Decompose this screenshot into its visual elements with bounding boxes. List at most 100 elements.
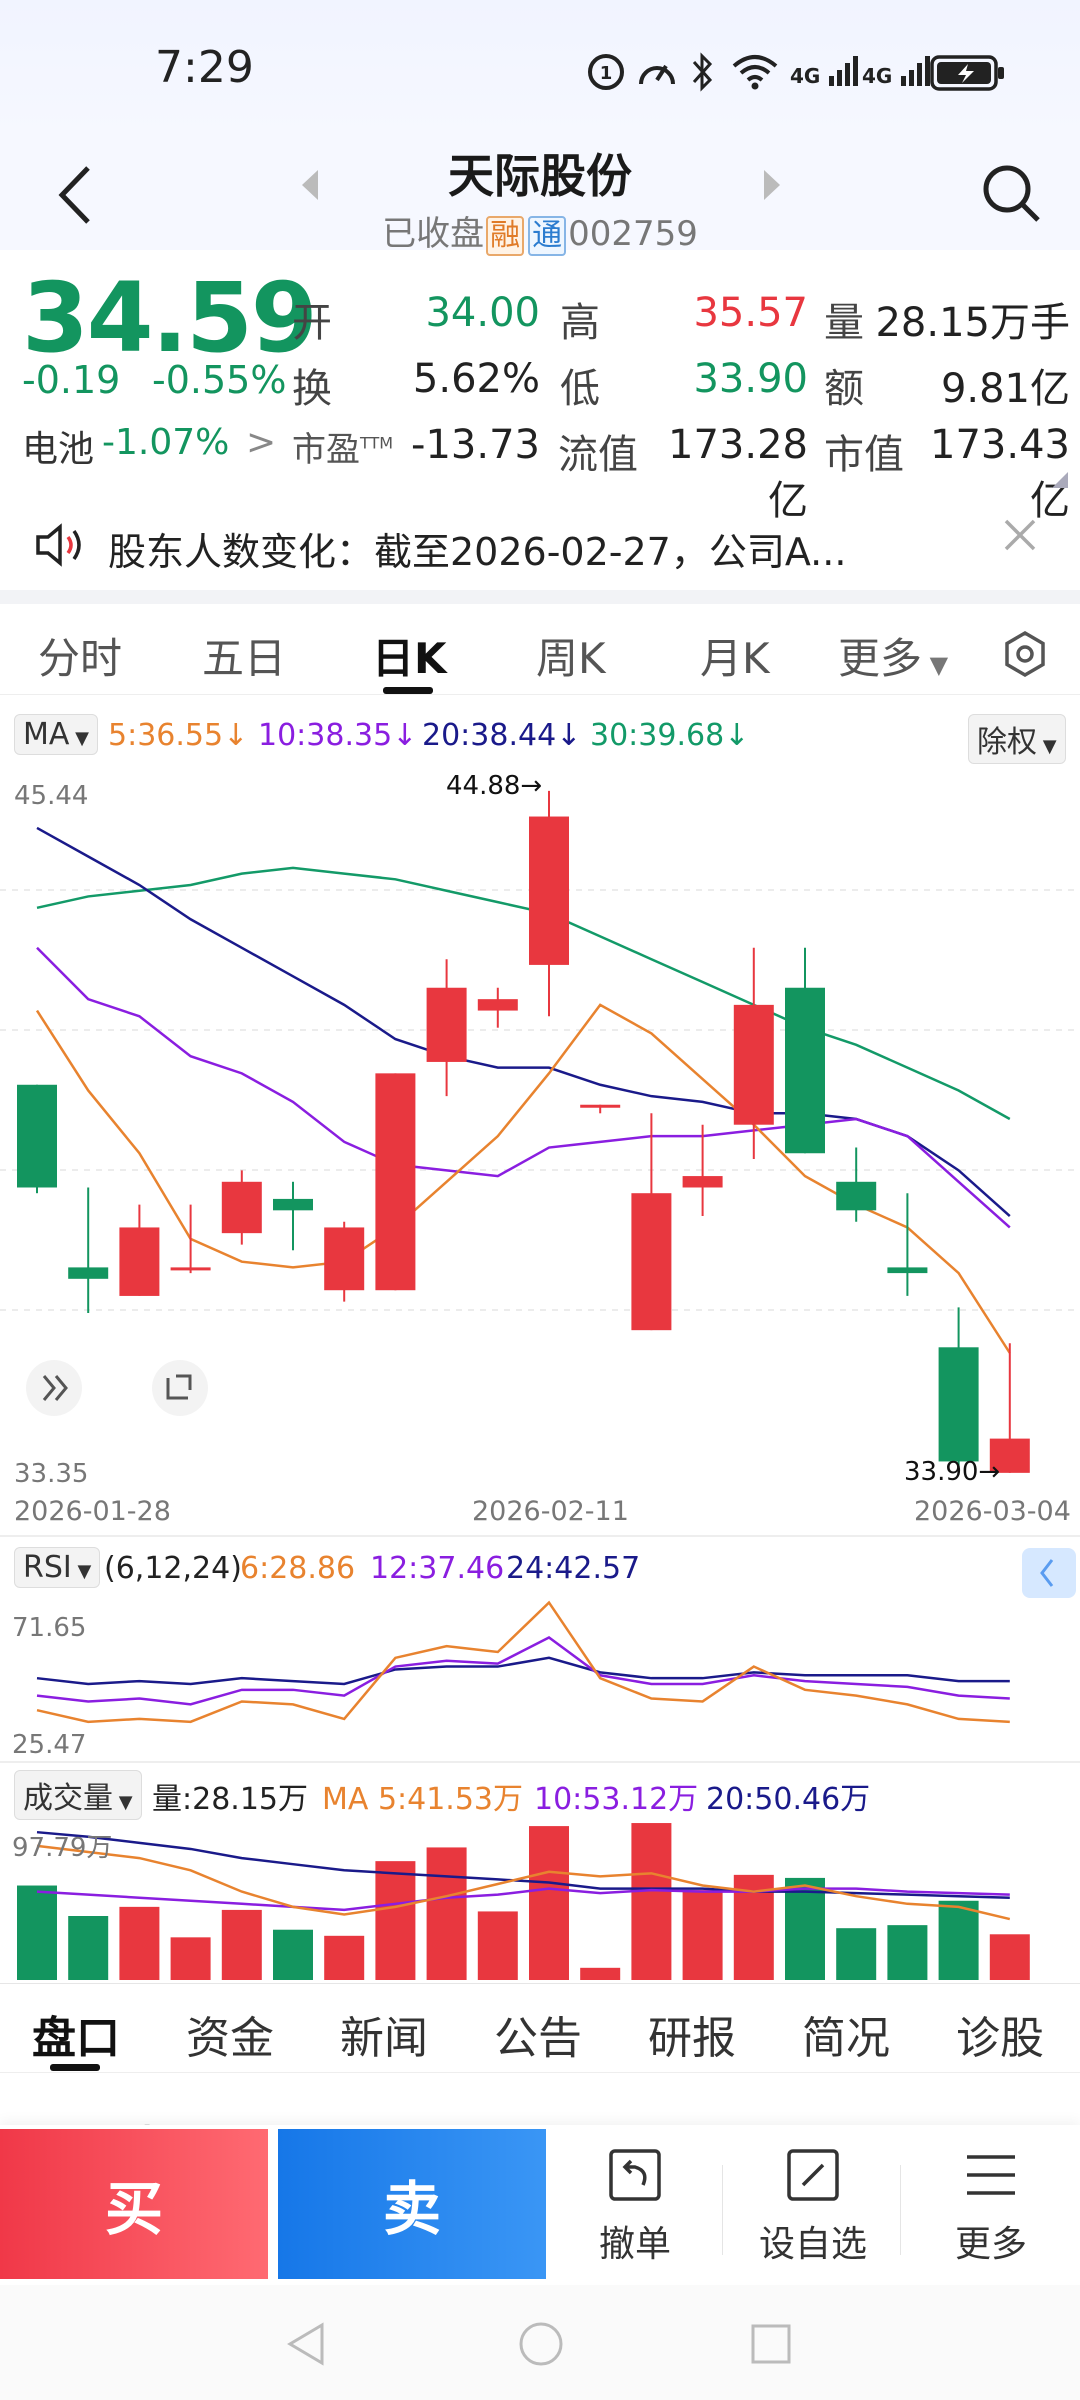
speaker-icon <box>34 521 86 573</box>
sector-chevron-icon: > <box>246 422 277 463</box>
battery-icon <box>930 54 1006 94</box>
volume-bar <box>989 1934 1030 1980</box>
rsi24-value: 24:42.57 <box>506 1551 641 1586</box>
notice-bar[interactable]: 股东人数变化：截至2026-02-27，公司A... <box>0 505 1080 585</box>
tab-profile[interactable]: 简况 <box>802 2013 890 2064</box>
nav-recents-icon[interactable] <box>746 2319 796 2373</box>
volume-bar <box>17 1885 57 1980</box>
candle-body <box>682 1176 723 1188</box>
amount-value: 9.81亿 <box>940 366 1070 412</box>
amount-label: 额 <box>824 366 864 412</box>
open-label: 开 <box>292 300 332 346</box>
ma-lines <box>35 826 1011 1354</box>
back-button[interactable] <box>50 160 110 230</box>
tab-research[interactable]: 研报 <box>648 2013 736 2064</box>
chart-settings-icon[interactable] <box>1000 629 1050 683</box>
status-bar: 7:29 1 4G 4G <box>0 0 1080 140</box>
expand-corner-icon[interactable] <box>1052 472 1068 488</box>
tab-monthly-k[interactable]: 月K <box>700 634 770 683</box>
candle-body <box>989 1438 1030 1473</box>
float-cap-value: 173.28亿 <box>668 422 808 524</box>
search-button[interactable] <box>976 158 1046 228</box>
ma-legend: MA ▼ 5:36.55↓ 10:38.35↓ 20:38.44↓ 30:39.… <box>0 712 1080 764</box>
rsi-legend: RSI ▼ (6,12,24) 6:28.86 12:37.46 24:42.5… <box>0 1545 1080 1595</box>
candle-body <box>324 1227 365 1291</box>
rsi6-line <box>36 1600 1010 1724</box>
collapse-panel-button[interactable] <box>1022 1548 1076 1598</box>
more-actions-button[interactable]: 更多 <box>906 2145 1076 2267</box>
indicator-selector-ma[interactable]: MA ▼ <box>14 714 98 755</box>
section-divider <box>0 590 1080 604</box>
indicator-selector-rsi[interactable]: RSI ▼ <box>14 1547 101 1588</box>
signal-2-icon: 4G <box>862 54 933 94</box>
kline-chart[interactable]: 45.44 33.35 44.88→ 33.90→ 2026-01-28 202… <box>0 770 1080 1980</box>
trade-action-bar: 买 卖 撤单 设自选 更多 <box>0 2125 1080 2285</box>
rsi12-line <box>36 1635 1010 1706</box>
stock-subtitle: 已收盘融通 002759 <box>0 206 1080 256</box>
vol_ma10-line <box>36 1887 1010 1912</box>
adjust-selector[interactable]: 除权 ▼ <box>968 714 1066 764</box>
edit-icon <box>787 2149 839 2201</box>
tab-daily-k[interactable]: 日K <box>372 634 447 683</box>
vol_ma5-line <box>36 1844 1011 1921</box>
dropdown-caret-icon: ▼ <box>1037 736 1057 757</box>
candle-body <box>938 1347 979 1462</box>
volume-bar <box>580 1967 621 1980</box>
cancel-order-button[interactable]: 撤单 <box>550 2145 720 2267</box>
candle <box>682 1124 723 1217</box>
add-watchlist-button[interactable]: 设自选 <box>728 2145 898 2267</box>
trough-price-label: 33.90→ <box>904 1457 1000 1487</box>
tab-diagnosis[interactable]: 诊股 <box>956 2013 1044 2064</box>
nav-back-icon[interactable] <box>282 2319 332 2373</box>
margin-tag: 融 <box>486 215 525 256</box>
next-stock-button[interactable] <box>760 168 782 206</box>
vol_ma20-line <box>36 1830 1010 1899</box>
peak-price-label: 44.88→ <box>446 771 542 801</box>
low-label: 低 <box>560 366 600 412</box>
prev-stock-button[interactable] <box>300 168 322 206</box>
candle <box>887 1193 928 1296</box>
stock-header: 天际股份 已收盘融通 002759 <box>0 140 1080 256</box>
stock-code: 002759 <box>568 214 698 254</box>
volume-bar <box>119 1906 160 1980</box>
cancel-order-label: 撤单 <box>598 2224 671 2265</box>
candle-body <box>529 816 569 965</box>
close-icon[interactable] <box>1000 515 1040 565</box>
divider <box>722 2165 723 2255</box>
tab-more[interactable]: 更多 ▼ <box>838 634 949 683</box>
candle <box>631 1113 672 1331</box>
fullscreen-button[interactable] <box>152 1360 208 1416</box>
tab-intraday[interactable]: 分时 <box>38 634 123 683</box>
volume-bar <box>938 1900 979 1980</box>
candle <box>221 1170 262 1245</box>
indicator-selector-volume[interactable]: 成交量 ▼ <box>14 1770 142 1820</box>
high-label: 高 <box>560 300 600 346</box>
candle-body <box>785 987 825 1154</box>
active-tab-indicator <box>50 2064 100 2071</box>
expand-chart-button[interactable] <box>26 1360 82 1416</box>
tab-capital[interactable]: 资金 <box>186 2013 274 2064</box>
pe-label: 市盈TTM <box>292 430 394 470</box>
tab-news[interactable]: 新闻 <box>340 2013 428 2064</box>
status-time: 7:29 <box>155 42 254 93</box>
sell-button[interactable]: 卖 <box>278 2129 546 2279</box>
svg-text:1: 1 <box>600 63 613 84</box>
candles <box>17 790 1030 1473</box>
market-status: 已收盘 <box>382 214 485 254</box>
mkt-cap-label: 市值 <box>824 432 904 478</box>
volume-bar <box>426 1847 467 1980</box>
rsi6-value: 6:28.86 <box>240 1551 356 1586</box>
volume-bar <box>375 1861 416 1980</box>
pe-value: -13.73 <box>411 422 540 468</box>
volume-today: 量:28.15万 <box>152 1782 308 1817</box>
ma5-line <box>35 1003 1011 1354</box>
buy-button[interactable]: 买 <box>0 2129 268 2279</box>
tab-five-day[interactable]: 五日 <box>202 634 287 683</box>
ma30-value: 30:39.68↓ <box>590 718 750 753</box>
tab-order-book[interactable]: 盘口 <box>32 2013 120 2064</box>
sector-link[interactable]: 电池 -1.07% > <box>22 420 292 470</box>
tab-weekly-k[interactable]: 周K <box>536 634 606 683</box>
candle-body <box>119 1227 160 1296</box>
tab-announcements[interactable]: 公告 <box>494 2013 582 2064</box>
nav-home-icon[interactable] <box>516 2319 566 2373</box>
